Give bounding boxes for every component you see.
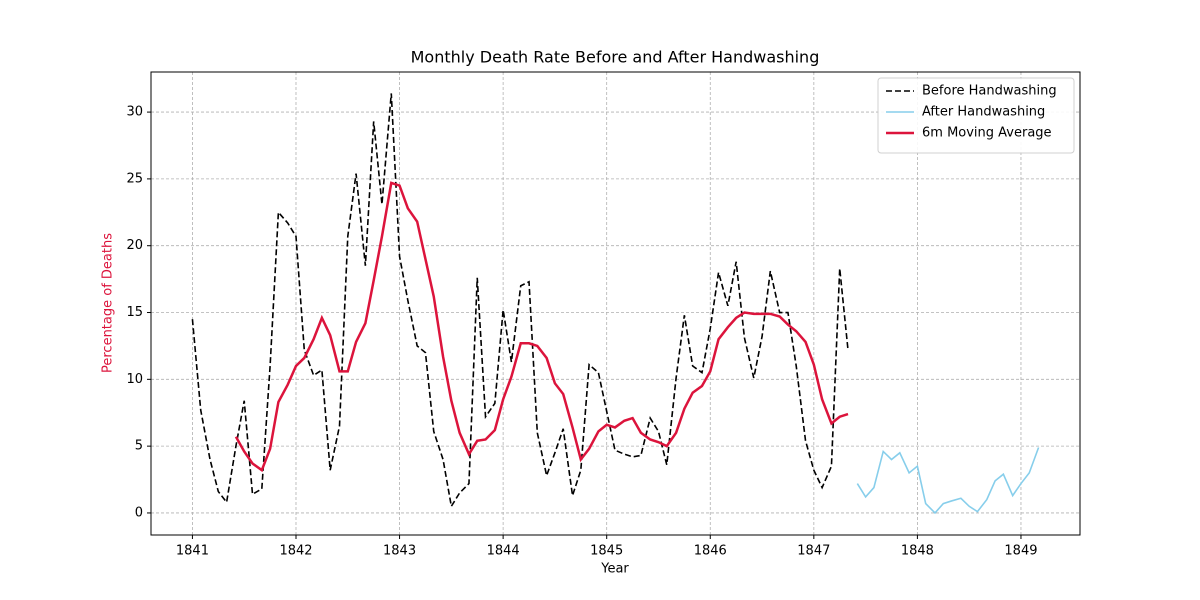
y-tick-label: 20 xyxy=(126,238,143,253)
x-tick-label: 1848 xyxy=(901,544,934,559)
y-tick-label: 30 xyxy=(126,105,143,120)
legend-label: 6m Moving Average xyxy=(922,126,1052,141)
series-line xyxy=(191,93,849,509)
x-tick-label: 1847 xyxy=(797,544,830,559)
legend-label: After Handwashing xyxy=(922,105,1045,120)
x-axis-label: Year xyxy=(600,562,629,577)
x-tick-label: 1842 xyxy=(279,544,312,559)
series-line xyxy=(856,447,1040,515)
x-tick-label: 1841 xyxy=(176,544,209,559)
x-tick-label: 1845 xyxy=(590,544,623,559)
series-line xyxy=(234,181,849,473)
legend: Before Handwashing After Handwashing 6m Mo… xyxy=(877,77,1075,154)
x-tick-label: 1849 xyxy=(1004,544,1037,559)
y-tick-label: 5 xyxy=(135,439,143,454)
chart-title: Monthly Death Rate Before and After Hand… xyxy=(411,48,820,67)
legend-label: Before Handwashing xyxy=(922,84,1057,99)
plot-frame xyxy=(150,71,1081,536)
y-tick-label: 15 xyxy=(126,305,143,320)
x-tick-label: 1846 xyxy=(694,544,727,559)
y-axis-label: Percentage of Deaths xyxy=(101,233,116,373)
y-tick-label: 10 xyxy=(126,372,143,387)
legend-box xyxy=(877,77,1075,154)
y-tick-label: 25 xyxy=(126,171,143,186)
x-tick-label: 1844 xyxy=(487,544,520,559)
x-tick-label: 1843 xyxy=(383,544,416,559)
y-tick-label: 0 xyxy=(135,505,143,520)
